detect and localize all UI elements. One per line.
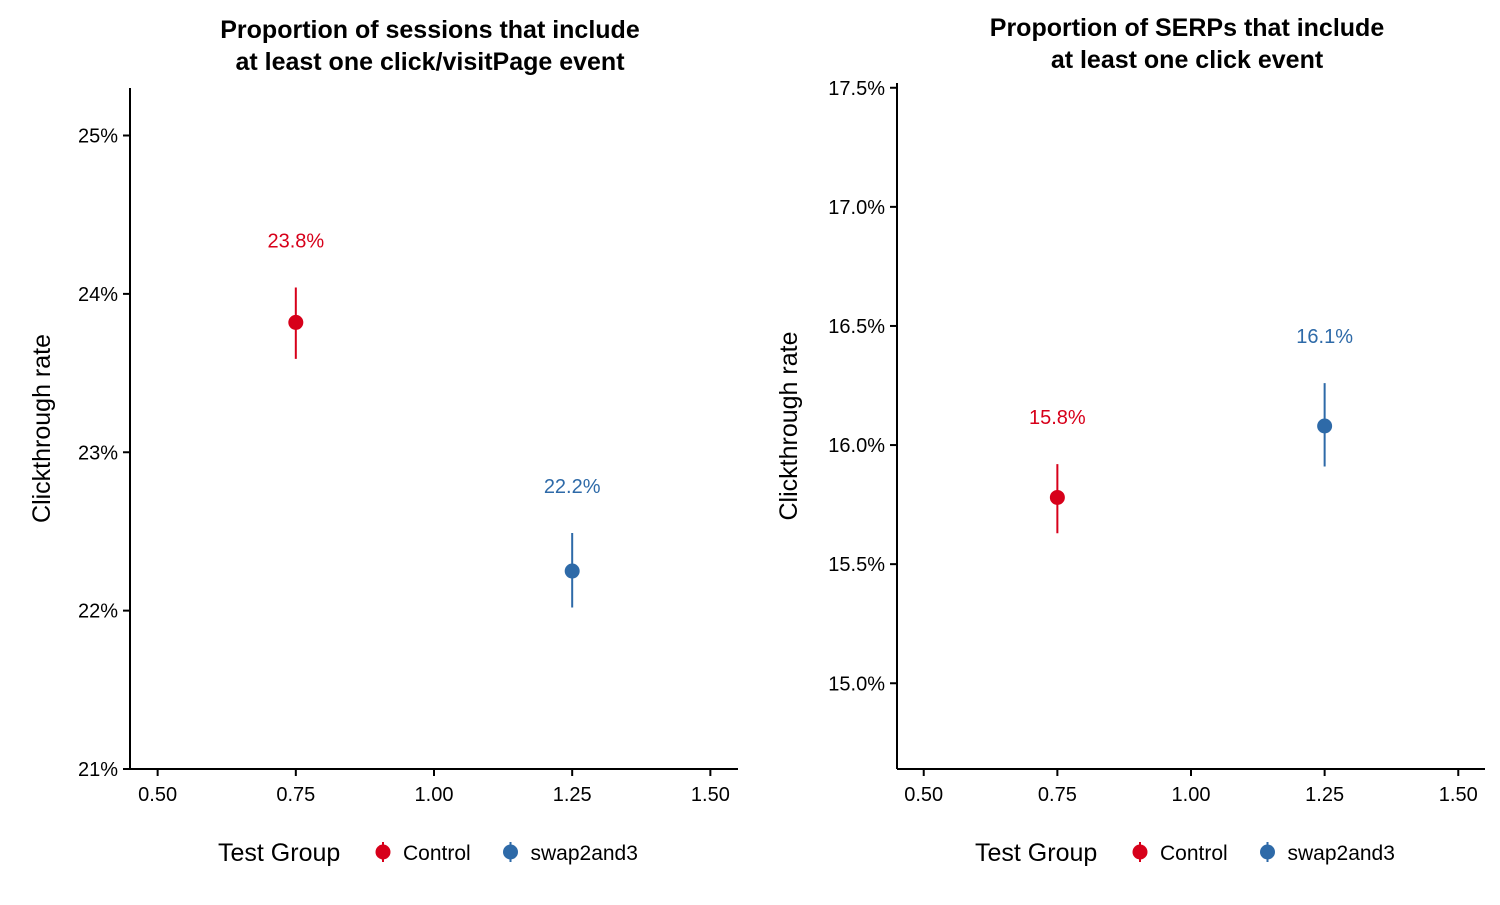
data-label-Control: 15.8% [1029,407,1086,429]
chart-title-line-2: at least one click event [1051,46,1324,74]
data-label-swap2and3: 16.1% [1296,326,1353,348]
x-tick-label: 0.50 [138,784,177,806]
legend-key-point-swap2and3 [503,844,518,860]
x-tick-label: 1.00 [415,784,454,806]
legend-key-point-Control [375,844,391,860]
legend-label-swap2and3: swap2and3 [1288,842,1395,865]
data-label-swap2and3: 22.2% [544,476,601,498]
chart-title-line-1: Proportion of SERPs that include [990,14,1385,42]
x-tick-label: 0.75 [276,784,315,806]
x-tick-label: 1.25 [553,784,592,806]
y-tick-label: 15.5% [828,554,885,576]
data-point-Control [1049,489,1065,505]
legend-key-point-Control [1132,844,1148,860]
legend-title: Test Group [218,839,340,867]
x-tick-label: 1.50 [1439,784,1478,806]
y-tick-label: 16.5% [828,316,885,338]
legend: Test Group Control swap2and3 [218,839,638,867]
y-tick-label: 25% [78,126,118,148]
x-tick-label: 1.25 [1305,784,1344,806]
data-point-swap2and3 [1317,418,1333,434]
y-tick-label: 17.0% [828,197,885,219]
data-label-Control: 23.8% [267,231,324,253]
legend-label-Control: Control [403,842,471,865]
y-tick-label: 22% [78,601,118,623]
chart-panel-2: Proportion of SERPs that include at least… [775,14,1485,867]
data-point-swap2and3 [564,563,580,579]
y-axis-title: Clickthrough rate [775,332,803,521]
x-tick-label: 1.50 [691,784,730,806]
y-tick-label: 23% [78,442,118,464]
chart-panel-1: Proportion of sessions that include at le… [28,16,738,867]
legend-label-swap2and3: swap2and3 [531,842,638,865]
y-tick-label: 24% [78,284,118,306]
y-tick-label: 16.0% [828,435,885,457]
legend-label-Control: Control [1160,842,1228,865]
x-tick-label: 0.75 [1038,784,1077,806]
x-tick-label: 1.00 [1172,784,1211,806]
legend-key-point-swap2and3 [1260,844,1275,860]
data-point-Control [288,314,304,330]
chart-title-line-1: Proportion of sessions that include [220,16,640,44]
y-tick-label: 15.0% [828,673,885,695]
x-tick-label: 0.50 [904,784,943,806]
y-axis-title: Clickthrough rate [28,334,56,523]
chart-title-line-2: at least one click/visitPage event [235,48,625,76]
legend-title: Test Group [975,839,1097,867]
y-tick-label: 21% [78,759,118,781]
y-tick-label: 17.5% [828,78,885,100]
legend: Test Group Control swap2and3 [975,839,1395,867]
